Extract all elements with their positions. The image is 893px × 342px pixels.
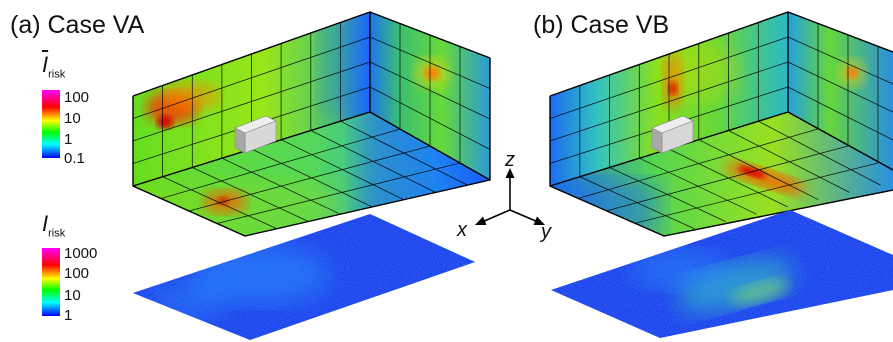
legend-mean-tick: 100 xyxy=(64,89,90,106)
room-b-back-grid xyxy=(549,22,789,177)
legend-mean-tick: 1 xyxy=(64,131,73,148)
room-a xyxy=(132,11,491,237)
legend-inst-tick: 1000 xyxy=(64,245,98,262)
room-a-floor-grid xyxy=(160,120,468,230)
room-b-edges xyxy=(549,11,893,237)
room-b-side-grid xyxy=(787,23,893,163)
legend-inst-tick: 1 xyxy=(64,307,73,324)
hotspot xyxy=(160,82,220,110)
colorbar-mean xyxy=(42,90,60,158)
hotspot xyxy=(157,115,173,129)
legend-mean-tick: 0.1 xyxy=(64,150,85,167)
legend-inst-tick: 100 xyxy=(64,265,90,282)
legend-mean-tick: 10 xyxy=(64,110,81,127)
colorbar-inst xyxy=(42,248,60,316)
legend-mean-subscript: risk xyxy=(48,68,66,81)
axis-y-label: y xyxy=(539,221,552,243)
axis-z-label: z xyxy=(504,149,515,171)
device-a xyxy=(234,115,277,154)
room-b-floor-grid xyxy=(577,120,881,230)
legend-mean-label: Irisk xyxy=(42,54,66,81)
device-b xyxy=(651,115,694,154)
axis-triad xyxy=(475,168,545,225)
axis-x-label: x xyxy=(456,219,468,241)
room-b-side-wall xyxy=(788,12,893,170)
room-a-edges xyxy=(132,11,491,237)
room-a-side-grid xyxy=(369,23,491,163)
legend-mean-symbol: I xyxy=(42,52,49,77)
panel-b-title: (b) Case VB xyxy=(533,11,670,39)
room-b xyxy=(549,11,893,237)
legend-inst-label: Irisk xyxy=(42,213,66,240)
legend-inst-subscript: risk xyxy=(48,227,66,240)
legend-inst-tick: 10 xyxy=(64,287,81,304)
legend-inst-symbol: I xyxy=(42,211,49,236)
panel-a-title: (a) Case VA xyxy=(10,11,145,39)
